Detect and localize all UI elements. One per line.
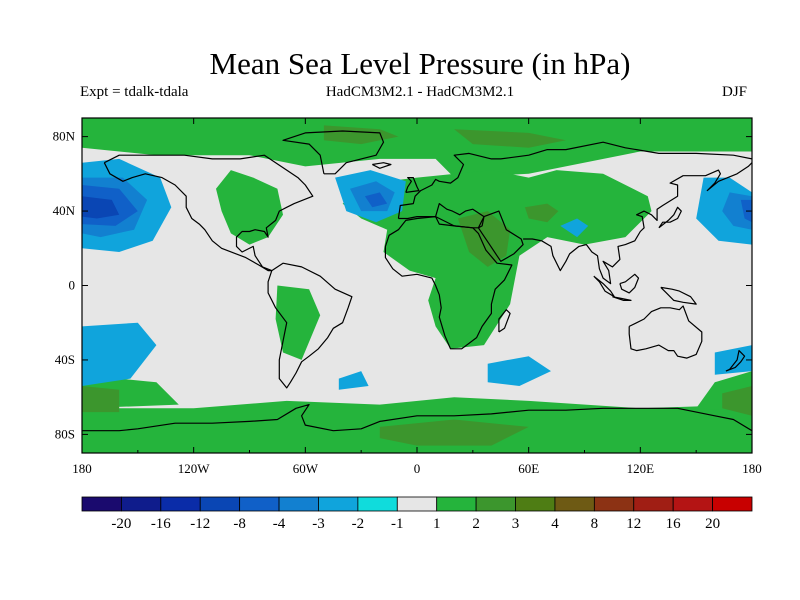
colorbar-label: 1 (433, 516, 441, 532)
chart-title: Mean Sea Level Pressure (in hPa) (209, 46, 631, 81)
coastline-7 (477, 210, 524, 262)
x-axis: 180 120W 60W 0 60E 120E 180 (72, 118, 762, 476)
colorbar-box (318, 496, 359, 512)
colorbar-box (515, 496, 556, 512)
coastline-13 (619, 273, 640, 294)
colorbar-box (160, 496, 201, 512)
pressure-region-4 (216, 170, 283, 245)
pressure-region-5 (275, 285, 321, 360)
x-tick-label: 60W (293, 461, 319, 476)
coastlines (82, 130, 752, 432)
y-tick-label: 80S (55, 426, 75, 441)
coastline-16 (372, 162, 392, 169)
y-tick-label: 40S (55, 352, 75, 367)
pressure-region-1 (82, 118, 752, 178)
coastline-1 (103, 154, 314, 272)
season-label: DJF (722, 84, 748, 100)
colorbar-label: 8 (591, 516, 599, 532)
y-axis: 80N 40N 0 40S 80S (53, 129, 752, 441)
pressure-region-22 (714, 345, 752, 375)
colorbar-label: -4 (273, 516, 286, 532)
x-tick-label: 120E (627, 461, 655, 476)
pressure-region-26 (524, 203, 559, 223)
coastline-17 (498, 309, 511, 333)
pressure-region-11 (82, 196, 120, 219)
x-tick-label: 0 (414, 461, 421, 476)
coastline-4 (397, 141, 752, 219)
coastline-12 (612, 296, 632, 301)
y-tick-label: 0 (69, 278, 76, 293)
colorbar-box (436, 496, 477, 512)
colorbar-label: -16 (151, 516, 171, 532)
pressure-region-27 (379, 419, 529, 446)
model-label: HadCM3M2.1 - HadCM3M2.1 (325, 84, 515, 100)
coastline-15 (405, 177, 420, 193)
colorbar: -20 -16 -12 -8 -4 -3 -2 -1 1 2 3 4 8 12 16 20 (81, 496, 753, 532)
colorbar-box (81, 496, 122, 512)
colorbar-label: 2 (472, 516, 480, 532)
colorbar-label: -2 (352, 516, 365, 532)
pressure-region-17 (364, 192, 388, 208)
colorbar-box (633, 496, 674, 512)
colorbar-label: -8 (233, 516, 246, 532)
experiment-label: Expt = tdalk-tdala (80, 84, 189, 100)
y-tick-label: 40N (53, 203, 76, 218)
coastline-8 (523, 162, 752, 285)
coastline-3 (282, 130, 385, 175)
coastline-14 (660, 286, 697, 305)
coastline-9 (658, 206, 682, 229)
pressure-region-25 (457, 211, 511, 267)
coastline-19 (82, 404, 752, 432)
colorbar-box (357, 496, 398, 512)
colorbar-box (712, 496, 753, 512)
colorbar-label: -3 (312, 516, 325, 532)
colorbar-box (554, 496, 595, 512)
x-tick-label: 180 (742, 461, 762, 476)
colorbar-box (672, 496, 713, 512)
pressure-regions (82, 118, 752, 453)
map-background (82, 118, 752, 453)
pressure-region-18 (560, 218, 589, 238)
colorbar-label: 12 (626, 516, 641, 532)
colorbar-box (593, 496, 635, 512)
map-field (82, 118, 752, 453)
colorbar-box (396, 496, 438, 512)
colorbar-box (121, 496, 162, 512)
pressure-region-21 (487, 356, 551, 386)
x-tick-label: 60E (518, 461, 539, 476)
pressure-region-19 (82, 322, 157, 386)
colorbar-box (475, 496, 516, 512)
coastline-6 (384, 216, 513, 350)
colorbar-box (199, 496, 241, 512)
colorbar-label: 16 (666, 516, 682, 532)
colorbar-label: 4 (551, 516, 559, 532)
coastline-2 (267, 262, 353, 389)
pressure-region-24 (454, 129, 566, 148)
colorbar-label: -1 (391, 516, 404, 532)
pressure-region-23 (323, 125, 399, 145)
pressure-region-28 (82, 386, 120, 413)
x-tick-label: 120W (178, 461, 211, 476)
colorbar-box (278, 496, 319, 512)
colorbar-box (239, 496, 280, 512)
colorbar-label: -12 (190, 516, 210, 532)
y-tick-label: 80N (53, 129, 76, 144)
colorbar-label: 3 (512, 516, 520, 532)
colorbar-label: 20 (705, 516, 720, 532)
pressure-region-20 (338, 371, 369, 390)
coastline-10 (628, 305, 703, 359)
x-tick-label: 180 (72, 461, 92, 476)
pressure-region-29 (722, 386, 752, 416)
colorbar-label: -20 (111, 516, 131, 532)
coastline-18 (725, 350, 746, 372)
